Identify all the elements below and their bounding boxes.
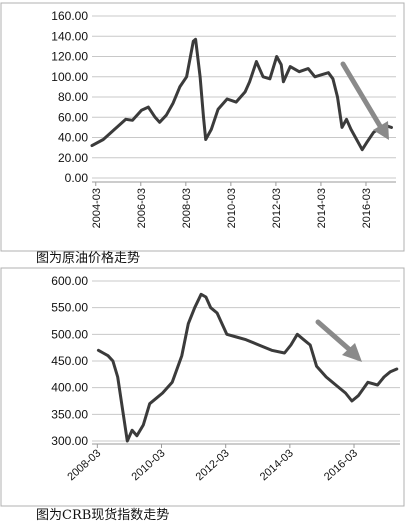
oil-chart-gridlines bbox=[92, 15, 396, 183]
crb-y-tick-label: 400.00 bbox=[51, 381, 88, 395]
oil-y-tick-label: 100.00 bbox=[51, 70, 88, 84]
crb-chart-x-ticks: 2008-03 2010-03 2012-03 2014-03 2016-03 bbox=[65, 444, 360, 483]
oil-y-tick-label: 20.00 bbox=[58, 151, 88, 165]
oil-x-tick-label: 2014-03 bbox=[316, 188, 328, 228]
crb-x-tick-label: 2010-03 bbox=[129, 447, 167, 483]
oil-price-chart: 0.00 20.00 40.00 60.00 80.00 100.00 120.00 140.… bbox=[0, 2, 405, 266]
oil-x-tick-label: 2012-03 bbox=[271, 188, 283, 228]
oil-chart-y-ticks: 0.00 20.00 40.00 60.00 80.00 100.00 120.00 140.… bbox=[51, 9, 88, 185]
crb-y-tick-label: 450.00 bbox=[51, 354, 88, 368]
oil-chart-frame bbox=[0, 2, 405, 252]
crb-x-tick-label: 2016-03 bbox=[322, 447, 360, 483]
crb-arrow-shaft bbox=[315, 319, 353, 353]
oil-y-tick-label: 40.00 bbox=[58, 131, 88, 145]
crb-y-tick-label: 350.00 bbox=[51, 407, 88, 421]
oil-x-tick-label: 2010-03 bbox=[226, 188, 238, 228]
oil-y-tick-label: 60.00 bbox=[58, 110, 88, 124]
crb-index-chart: 300.00 350.00 400.00 450.00 500.00 550.00 600.… bbox=[0, 267, 405, 523]
oil-chart-caption: 图为原油价格走势 bbox=[36, 250, 140, 266]
crb-arrow-head bbox=[342, 343, 362, 362]
crb-chart-gridlines bbox=[92, 280, 400, 445]
crb-y-tick-label: 500.00 bbox=[51, 327, 88, 341]
oil-arrow-head bbox=[373, 121, 389, 140]
oil-x-tick-label: 2006-03 bbox=[136, 188, 148, 228]
crb-chart-trend-arrow bbox=[315, 319, 362, 362]
crb-chart-y-ticks: 300.00 350.00 400.00 450.00 500.00 550.00 600.… bbox=[51, 274, 88, 448]
crb-y-tick-label: 600.00 bbox=[51, 274, 88, 288]
oil-y-tick-label: 140.00 bbox=[51, 29, 88, 43]
crb-x-tick-label: 2012-03 bbox=[194, 447, 232, 483]
crb-index-series-line bbox=[96, 292, 399, 443]
oil-x-tick-label: 2004-03 bbox=[91, 188, 103, 228]
oil-y-tick-label: 120.00 bbox=[51, 50, 88, 64]
crb-chart-caption: 图为CRB现货指数走势 bbox=[36, 507, 169, 523]
oil-arrow-shaft bbox=[340, 61, 383, 129]
oil-y-tick-label: 160.00 bbox=[51, 9, 88, 23]
oil-x-tick-label: 2016-03 bbox=[361, 188, 373, 228]
crb-y-tick-label: 300.00 bbox=[51, 434, 88, 448]
oil-y-tick-label: 0.00 bbox=[65, 171, 89, 185]
crb-x-tick-label: 2008-03 bbox=[65, 447, 103, 483]
crb-chart-frame bbox=[0, 267, 405, 507]
oil-chart-x-ticks: 2004-03 2006-03 2008-03 2010-03 2012-03 2014-… bbox=[91, 182, 373, 228]
oil-chart-trend-arrow bbox=[340, 61, 389, 140]
crb-x-tick-label: 2014-03 bbox=[258, 447, 296, 483]
oil-x-tick-label: 2008-03 bbox=[181, 188, 193, 228]
crb-y-tick-label: 550.00 bbox=[51, 301, 88, 315]
oil-price-series-line bbox=[90, 37, 393, 152]
oil-y-tick-label: 80.00 bbox=[58, 90, 88, 104]
